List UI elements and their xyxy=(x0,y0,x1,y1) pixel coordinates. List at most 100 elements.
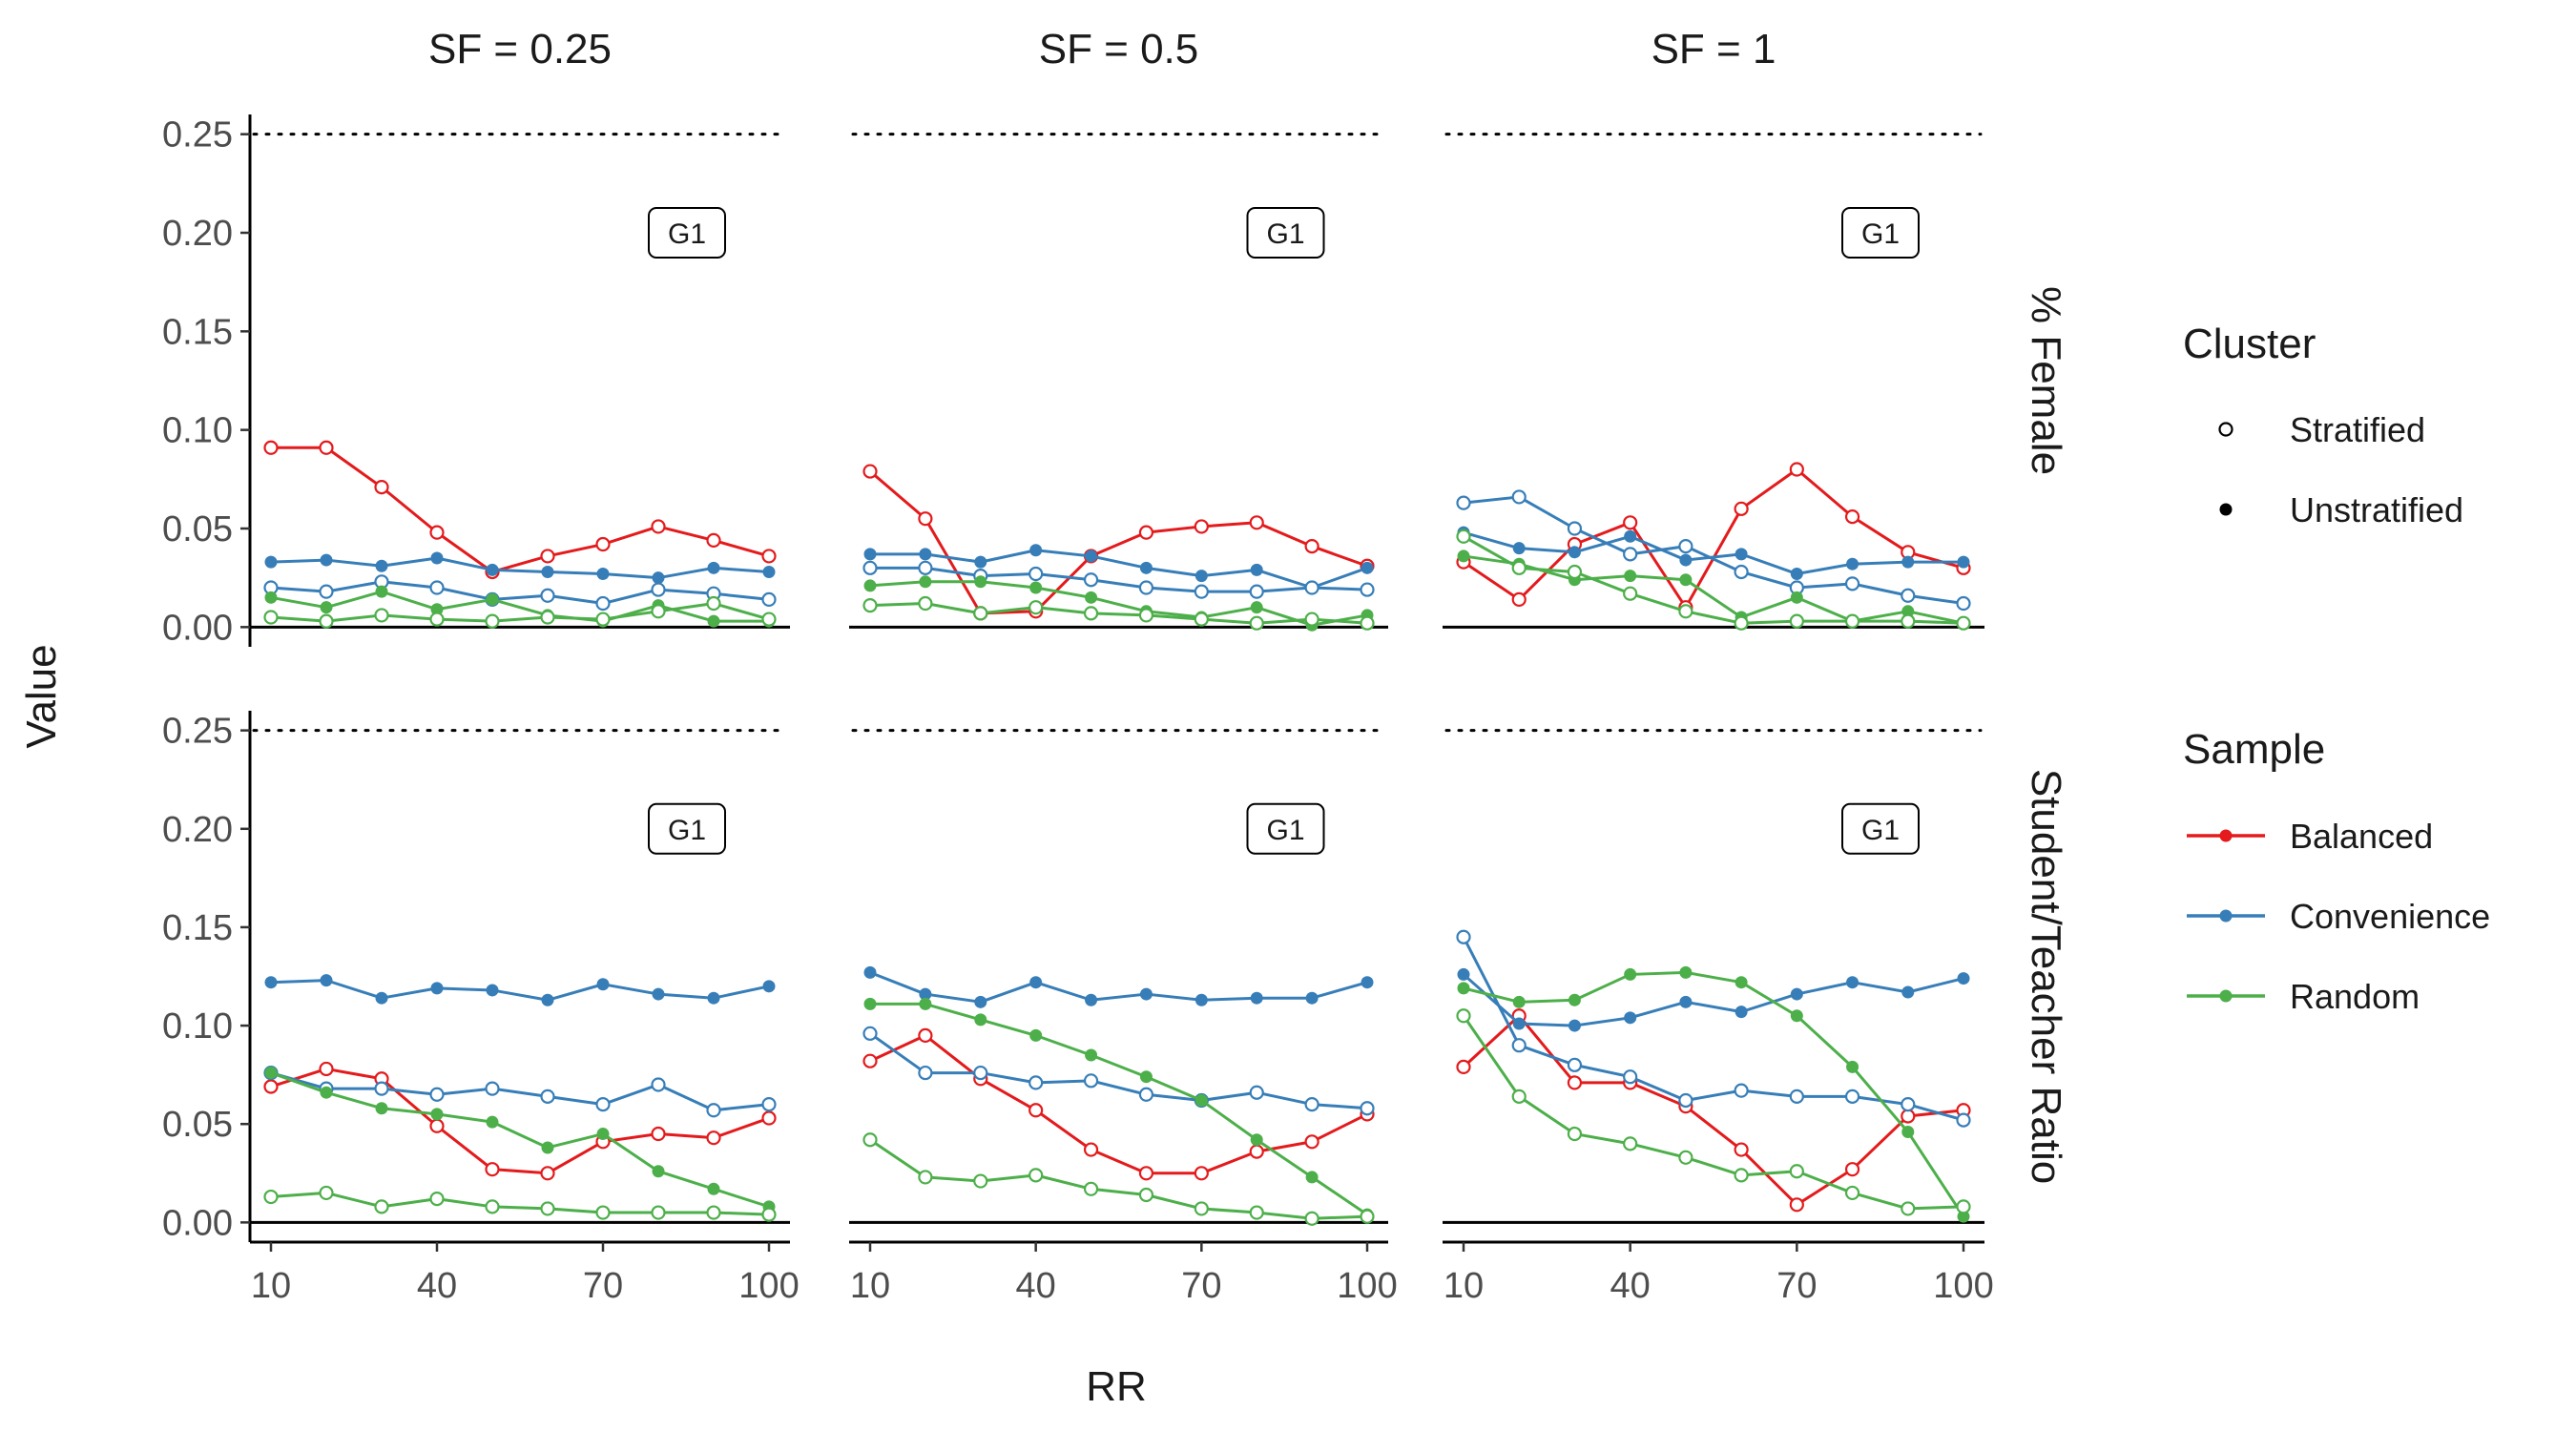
data-point xyxy=(319,613,334,629)
y-tick-label: 0.25 xyxy=(162,712,233,752)
data-point xyxy=(862,1026,878,1041)
data-point xyxy=(1457,967,1470,981)
data-point xyxy=(1956,1112,1971,1128)
data-point xyxy=(974,1013,987,1027)
y-tick-label: 0.15 xyxy=(162,312,233,352)
data-point xyxy=(1789,1089,1804,1104)
series-line xyxy=(870,549,1368,590)
data-point xyxy=(1789,1164,1804,1179)
data-point xyxy=(1567,1057,1583,1072)
data-point xyxy=(1457,550,1470,563)
data-point xyxy=(1138,1187,1154,1203)
data-point xyxy=(1623,1069,1638,1085)
data-point xyxy=(919,997,932,1010)
data-point xyxy=(486,592,499,606)
facet-col-label: SF = 0.5 xyxy=(1039,26,1199,73)
data-point xyxy=(485,613,500,629)
data-point xyxy=(1956,1199,1971,1214)
data-point xyxy=(1250,1133,1263,1147)
data-point xyxy=(541,565,554,578)
data-point xyxy=(1901,605,1915,618)
y-axis-title: Value xyxy=(18,644,65,748)
data-point xyxy=(974,995,987,1008)
data-point xyxy=(485,1081,500,1096)
data-point xyxy=(319,584,334,599)
data-point xyxy=(1456,1008,1471,1024)
data-point xyxy=(707,614,720,628)
y-tick-label: 0.00 xyxy=(162,608,233,648)
data-point xyxy=(486,1115,499,1129)
series-line xyxy=(869,1033,1368,1175)
data-point xyxy=(1734,615,1749,631)
data-point xyxy=(485,1199,500,1214)
data-point xyxy=(540,588,555,603)
data-point xyxy=(652,571,665,585)
data-point xyxy=(595,595,611,612)
data-point xyxy=(1624,570,1637,583)
data-point xyxy=(429,1118,445,1133)
data-point xyxy=(1360,615,1375,631)
data-point xyxy=(706,1130,721,1146)
data-point xyxy=(1844,1162,1860,1177)
data-point xyxy=(595,612,611,627)
data-point xyxy=(1956,595,1971,612)
x-tick-label: 100 xyxy=(1337,1266,1397,1306)
data-point xyxy=(706,1205,721,1220)
data-point xyxy=(1195,993,1208,1006)
data-point xyxy=(1624,529,1637,543)
data-point xyxy=(761,1096,777,1112)
series-line xyxy=(869,970,1368,1004)
panel-tag: G1 xyxy=(668,218,706,250)
data-point xyxy=(919,575,932,589)
data-point xyxy=(1194,584,1209,599)
data-point xyxy=(1512,542,1526,555)
x-tick-label: 40 xyxy=(417,1266,457,1306)
series-line xyxy=(270,580,770,606)
panel-tag: G1 xyxy=(1266,815,1304,846)
series-line xyxy=(1463,534,1964,625)
data-point xyxy=(541,993,554,1006)
data-point xyxy=(1085,550,1098,563)
data-point xyxy=(1083,1073,1099,1089)
data-point xyxy=(1679,995,1693,1008)
data-point xyxy=(1901,985,1915,999)
data-point xyxy=(1456,1059,1471,1074)
data-point xyxy=(973,1173,988,1189)
data-point xyxy=(1789,462,1804,477)
data-point xyxy=(1624,1011,1637,1025)
data-point xyxy=(1360,582,1375,597)
data-point xyxy=(1083,572,1099,588)
data-point xyxy=(1957,555,1970,569)
data-point xyxy=(1085,591,1098,604)
data-point xyxy=(1901,555,1915,569)
data-point xyxy=(1305,991,1319,1005)
data-point xyxy=(1361,976,1374,989)
data-point xyxy=(1249,615,1264,631)
data-point xyxy=(1511,1089,1527,1104)
y-tick-label: 0.20 xyxy=(162,214,233,254)
data-point xyxy=(651,604,666,619)
y-tick-label: 0.00 xyxy=(162,1203,233,1243)
data-point xyxy=(374,1199,389,1214)
data-point xyxy=(1028,1103,1044,1118)
data-point xyxy=(1844,508,1860,525)
x-tick-label: 40 xyxy=(1610,1266,1651,1306)
data-point xyxy=(1138,580,1154,595)
x-tick-label: 10 xyxy=(850,1266,890,1306)
data-point xyxy=(485,1162,500,1177)
panel: G1 xyxy=(250,133,790,629)
legend-sample-title: Sample xyxy=(2183,726,2325,773)
data-point xyxy=(1679,553,1693,567)
data-point xyxy=(320,601,333,614)
data-point xyxy=(919,548,932,561)
series-line xyxy=(270,979,770,1002)
data-point xyxy=(1456,929,1471,944)
data-point xyxy=(1790,568,1803,581)
data-point xyxy=(1083,1181,1099,1196)
x-tick-label: 70 xyxy=(583,1266,623,1306)
panel-tag-box xyxy=(648,207,726,259)
data-point xyxy=(1623,586,1638,601)
data-point xyxy=(862,1053,878,1068)
data-point xyxy=(1512,1017,1526,1030)
series-line xyxy=(869,602,1368,625)
